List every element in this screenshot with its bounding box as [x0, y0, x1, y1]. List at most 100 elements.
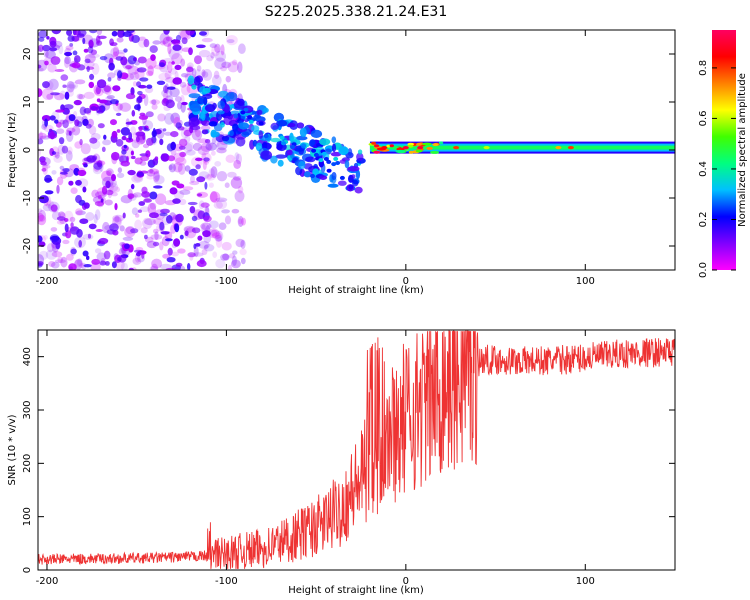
- spectrogram-blob: [160, 208, 170, 214]
- spectrogram-blob: [224, 182, 230, 188]
- spectrogram-blob: [202, 230, 211, 238]
- spectrogram-blob: [197, 96, 205, 105]
- spectrogram-blob: [145, 111, 154, 118]
- spectrogram-blob: [215, 197, 228, 203]
- spectrogram-blob: [201, 69, 206, 77]
- spectrogram-blob: [134, 104, 141, 111]
- spectrogram-blob: [82, 250, 89, 257]
- spectrogram-blob: [107, 77, 112, 82]
- spectrogram-blob: [171, 251, 179, 257]
- spectrogram-blob: [270, 137, 281, 143]
- snr-series-line: [38, 330, 675, 569]
- spectrogram-blob: [168, 164, 173, 171]
- spectrogram-blob: [106, 170, 112, 176]
- spectrogram-blob: [65, 150, 73, 162]
- spectrogram-blob: [149, 99, 161, 105]
- spectrogram-blob: [38, 138, 44, 145]
- spectrogram-blob: [168, 163, 176, 173]
- spectrogram-blob: [141, 186, 148, 194]
- spectrogram-blob: [96, 79, 107, 89]
- spectrogram-blob: [38, 64, 42, 69]
- spectrogram-blob: [83, 264, 92, 268]
- spectrogram-blob: [203, 157, 210, 162]
- spectrogram-blob: [188, 93, 201, 99]
- spectrogram-blob: [130, 228, 139, 234]
- spectrogram-blob: [210, 52, 215, 59]
- spectrogram-blob: [333, 156, 339, 161]
- spectrogram-blob: [196, 65, 202, 72]
- spectrogram-blob: [275, 154, 287, 159]
- spectrogram-blob: [204, 104, 216, 113]
- spectrogram-blob: [225, 154, 236, 163]
- spectrogram-blob: [221, 209, 231, 214]
- spectrogram-blob: [172, 198, 181, 204]
- spectrogram-blob: [147, 202, 157, 215]
- spectrogram-blob: [129, 72, 140, 80]
- spectrogram-blob: [149, 212, 159, 219]
- spectrogram-blob: [66, 81, 75, 93]
- spectrogram-blob: [203, 215, 212, 223]
- spectrogram-blob: [79, 138, 83, 146]
- spectrogram-blob: [237, 61, 243, 74]
- spectrogram-blob: [134, 219, 143, 231]
- spectrogram-blob: [201, 71, 209, 78]
- spectrogram-blob: [120, 127, 130, 136]
- spectrogram-blob: [91, 189, 99, 198]
- spectrogram-blob: [88, 39, 94, 49]
- spectrogram-blob: [54, 69, 65, 72]
- spectrogram-blob: [210, 129, 217, 138]
- y-tick-label: 0: [22, 147, 33, 153]
- spectrogram-blob: [240, 110, 246, 115]
- spectrogram-blob: [195, 157, 203, 162]
- spectrogram-blob: [93, 162, 103, 170]
- spectrogram-blob: [75, 208, 83, 216]
- spectrogram-blob: [191, 84, 197, 90]
- spectrogram-blob: [196, 44, 206, 49]
- spectrogram-blob: [128, 267, 134, 270]
- spectrogram-blob: [54, 259, 66, 264]
- spectrogram-blob: [41, 115, 51, 122]
- spectrogram-blob: [114, 215, 120, 223]
- spectrogram-blob: [117, 70, 123, 79]
- spectrogram-blob: [351, 174, 356, 179]
- snr-ticks: -200 -100 0 100 0 100 200 300 400: [22, 330, 675, 587]
- spectrogram-blob: [96, 110, 104, 114]
- spectrogram-blob: [338, 146, 349, 156]
- spectrogram-blob: [213, 70, 220, 80]
- spectrogram-blob: [68, 114, 76, 122]
- spectrogram-blob: [567, 146, 574, 150]
- spectrogram-blob: [130, 126, 137, 136]
- spectrogram-blob: [150, 54, 156, 61]
- spectrogram-blob: [178, 198, 187, 206]
- spectrogram-blob: [50, 92, 60, 96]
- spectrogram-blob: [62, 168, 70, 173]
- spectrogram-blob: [189, 180, 200, 186]
- spectrogram-blob: [64, 57, 70, 69]
- spectrogram-blob: [62, 107, 70, 115]
- spectrogram-blob: [202, 87, 211, 94]
- spectrogram-blob: [309, 139, 316, 146]
- spectrogram-blob: [201, 248, 208, 255]
- spectrogram-blob: [195, 243, 201, 247]
- spectrogram-blob: [60, 171, 68, 175]
- spectrogram-blob: [189, 104, 202, 112]
- spectrogram-blob: [38, 36, 45, 42]
- spectrogram-blob: [177, 101, 182, 110]
- y-tick-label: 10: [22, 96, 33, 109]
- spectrogram-blob: [156, 80, 166, 86]
- spectrogram-blob: [171, 61, 175, 65]
- spectrogram-blob: [186, 66, 194, 73]
- spectrogram-blob: [147, 65, 154, 76]
- spectrogram-blob: [171, 39, 181, 46]
- spectrogram-blob: [136, 135, 140, 143]
- spectrogram-blob: [149, 202, 157, 210]
- spectrogram-blob: [66, 253, 74, 261]
- spectrogram-blob: [276, 120, 288, 127]
- spectrogram-blob: [149, 168, 154, 174]
- spectrogram-blob: [319, 138, 331, 146]
- spectrogram-blob: [117, 167, 123, 174]
- x-tick-label: -100: [215, 576, 238, 587]
- spectrogram-blob: [204, 244, 209, 250]
